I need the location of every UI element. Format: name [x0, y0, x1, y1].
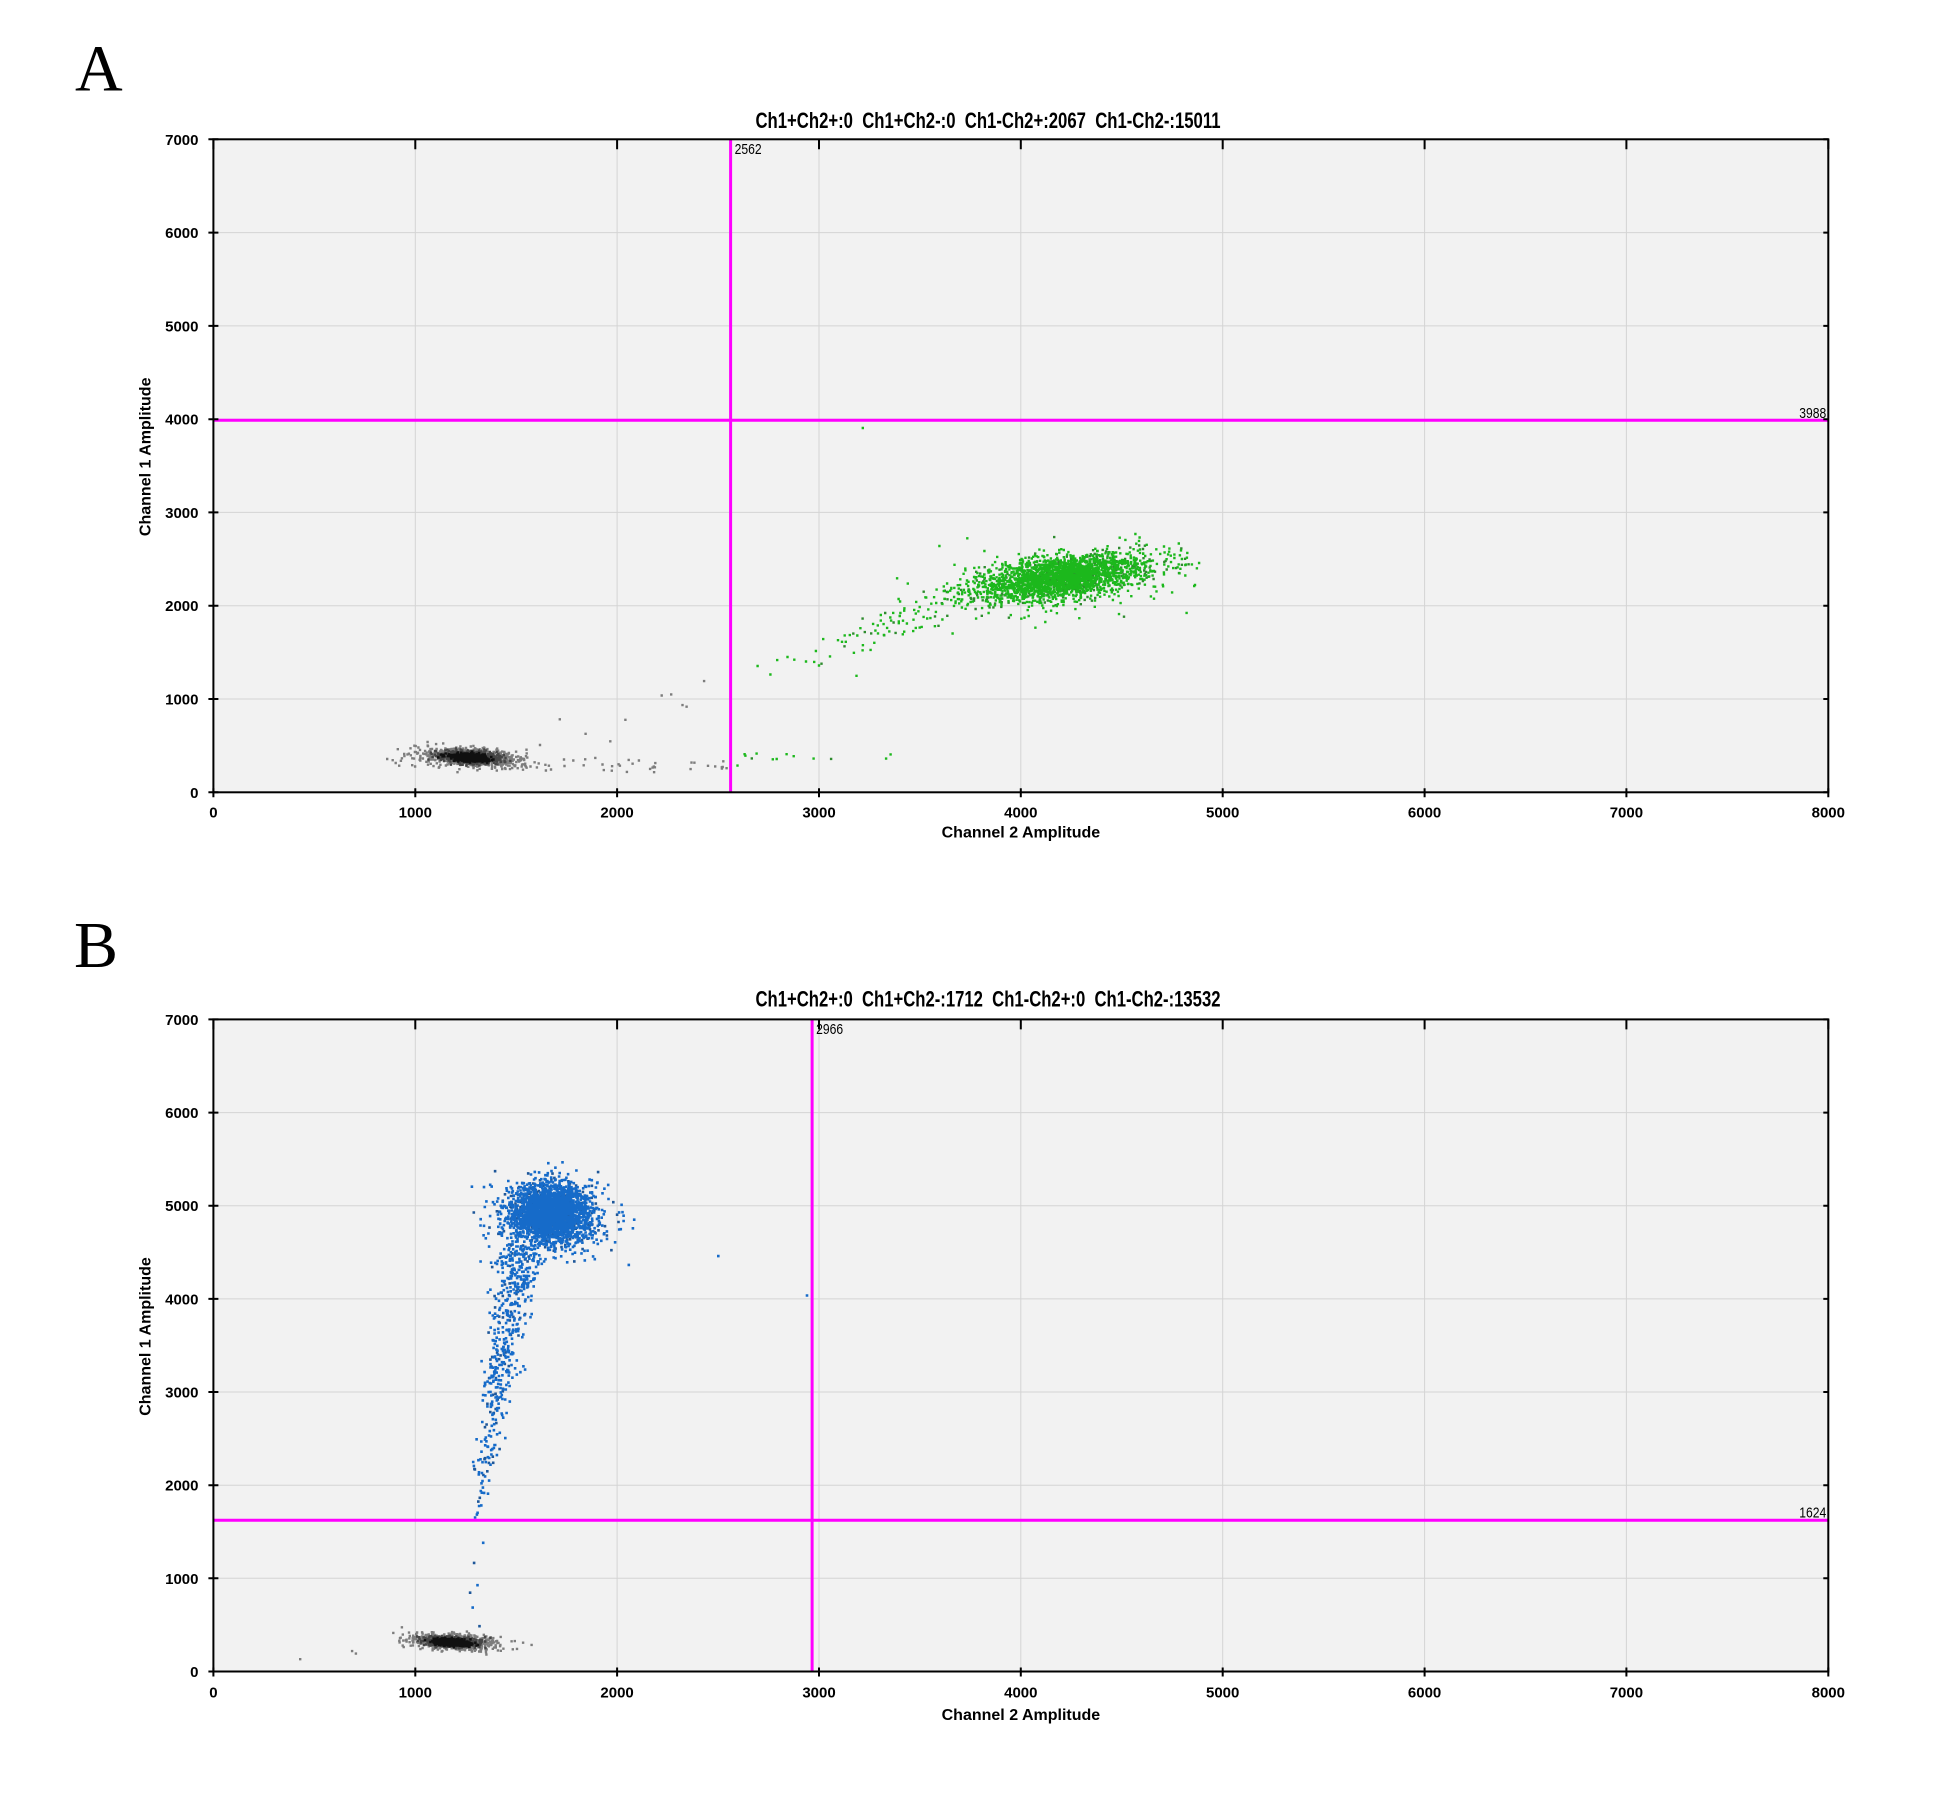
- svg-text:A: A: [75, 33, 123, 106]
- svg-text:1000: 1000: [399, 1685, 432, 1702]
- svg-text:1624: 1624: [1799, 1505, 1826, 1522]
- svg-text:7000: 7000: [1610, 804, 1643, 821]
- svg-text:0: 0: [190, 785, 198, 802]
- svg-text:2000: 2000: [600, 1685, 633, 1702]
- svg-text:2000: 2000: [165, 1478, 198, 1495]
- svg-text:2000: 2000: [165, 598, 198, 615]
- svg-text:B: B: [74, 909, 118, 982]
- svg-text:Ch1+Ch2+:0 Ch1+Ch2-:0 Ch1-Ch: Ch1+Ch2+:0 Ch1+Ch2-:0 Ch1-Ch2+:2067 Ch1-…: [756, 108, 1221, 133]
- svg-text:6000: 6000: [1408, 1685, 1441, 1702]
- svg-text:4000: 4000: [1004, 1685, 1037, 1702]
- svg-text:8000: 8000: [1812, 1685, 1845, 1702]
- svg-text:4000: 4000: [1004, 804, 1037, 821]
- svg-text:3000: 3000: [802, 1685, 835, 1702]
- svg-text:Channel 2 Amplitude: Channel 2 Amplitude: [942, 824, 1101, 841]
- svg-text:1000: 1000: [165, 1571, 198, 1588]
- svg-text:0: 0: [209, 1685, 217, 1702]
- svg-text:2000: 2000: [600, 804, 633, 821]
- svg-text:6000: 6000: [165, 1105, 198, 1122]
- svg-text:1000: 1000: [399, 804, 432, 821]
- svg-text:3988: 3988: [1799, 405, 1826, 422]
- svg-text:5000: 5000: [165, 1198, 198, 1215]
- svg-text:6000: 6000: [165, 225, 198, 242]
- svg-text:3000: 3000: [165, 1385, 198, 1402]
- svg-text:3000: 3000: [165, 505, 198, 522]
- svg-text:Channel 2 Amplitude: Channel 2 Amplitude: [942, 1707, 1101, 1724]
- svg-text:7000: 7000: [1610, 1685, 1643, 1702]
- svg-text:5000: 5000: [165, 318, 198, 335]
- svg-text:7000: 7000: [165, 132, 198, 149]
- svg-text:7000: 7000: [165, 1012, 198, 1029]
- svg-text:6000: 6000: [1408, 804, 1441, 821]
- svg-text:Ch1+Ch2+:0 Ch1+Ch2-:1712 Ch1: Ch1+Ch2+:0 Ch1+Ch2-:1712 Ch1-Ch2+:0 Ch1-…: [756, 986, 1221, 1011]
- svg-text:8000: 8000: [1812, 804, 1845, 821]
- svg-text:Channel 1 Amplitude: Channel 1 Amplitude: [138, 1257, 155, 1416]
- svg-text:5000: 5000: [1206, 804, 1239, 821]
- svg-text:2562: 2562: [735, 141, 762, 158]
- svg-text:4000: 4000: [165, 412, 198, 429]
- svg-text:1000: 1000: [165, 692, 198, 709]
- svg-text:0: 0: [209, 804, 217, 821]
- svg-text:Channel 1 Amplitude: Channel 1 Amplitude: [138, 377, 155, 536]
- svg-text:2966: 2966: [816, 1021, 843, 1038]
- svg-text:3000: 3000: [802, 804, 835, 821]
- svg-text:5000: 5000: [1206, 1685, 1239, 1702]
- svg-text:4000: 4000: [165, 1291, 198, 1308]
- svg-text:0: 0: [190, 1664, 198, 1681]
